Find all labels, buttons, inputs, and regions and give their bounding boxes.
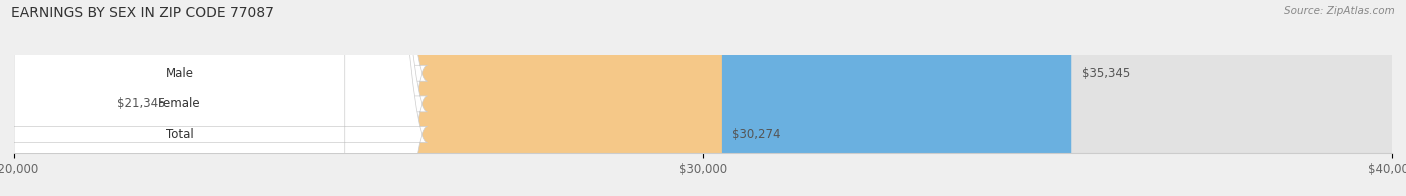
- FancyBboxPatch shape: [0, 0, 427, 196]
- FancyBboxPatch shape: [14, 0, 1392, 196]
- Text: $21,345: $21,345: [117, 97, 166, 110]
- FancyBboxPatch shape: [14, 0, 1071, 196]
- Text: Male: Male: [166, 67, 194, 80]
- FancyBboxPatch shape: [0, 0, 427, 196]
- FancyBboxPatch shape: [14, 0, 721, 196]
- FancyBboxPatch shape: [14, 0, 1392, 196]
- Text: Female: Female: [157, 97, 201, 110]
- Text: Total: Total: [166, 128, 193, 141]
- Text: EARNINGS BY SEX IN ZIP CODE 77087: EARNINGS BY SEX IN ZIP CODE 77087: [11, 6, 274, 20]
- Text: Source: ZipAtlas.com: Source: ZipAtlas.com: [1284, 6, 1395, 16]
- FancyBboxPatch shape: [0, 0, 427, 196]
- Text: $35,345: $35,345: [1081, 67, 1130, 80]
- FancyBboxPatch shape: [14, 0, 1392, 196]
- FancyBboxPatch shape: [0, 0, 427, 196]
- Text: $30,274: $30,274: [733, 128, 780, 141]
